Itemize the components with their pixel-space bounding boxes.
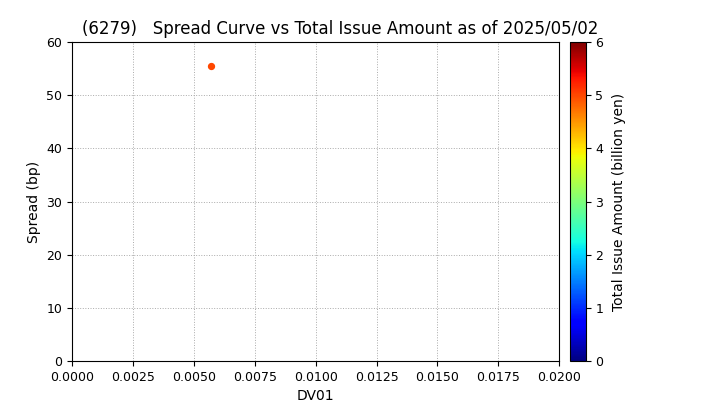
Point: [205, 63, 217, 69]
Text: (6279)   Spread Curve vs Total Issue Amount as of 2025/05/02: (6279) Spread Curve vs Total Issue Amoun…: [82, 20, 598, 38]
Y-axis label: Spread (bp): Spread (bp): [27, 160, 41, 243]
X-axis label: DV01: DV01: [297, 389, 335, 404]
Y-axis label: Total Issue Amount (billion yen): Total Issue Amount (billion yen): [612, 92, 626, 311]
